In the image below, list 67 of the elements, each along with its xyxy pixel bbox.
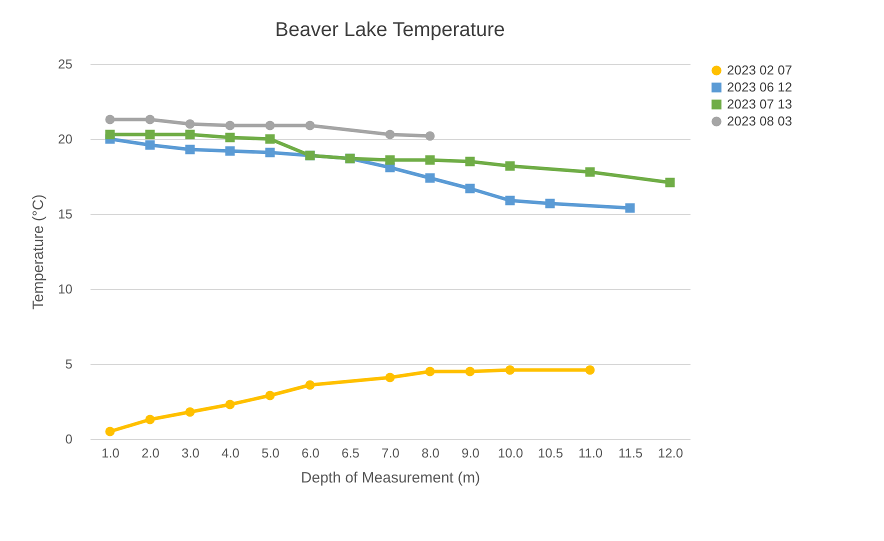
point: [145, 114, 155, 124]
point: [145, 130, 155, 140]
y-axis-title: Temperature (°C): [30, 194, 48, 310]
x-tick-label: 6.5: [341, 446, 360, 460]
x-tick-label: 11.5: [618, 446, 643, 460]
point: [425, 155, 435, 165]
x-tick-label: 10.0: [498, 446, 524, 460]
point: [425, 173, 435, 183]
x-axis-title: Depth of Measurement (m): [300, 470, 480, 486]
point: [265, 134, 275, 144]
point: [465, 184, 475, 194]
point: [105, 426, 115, 436]
point: [185, 130, 195, 140]
point: [185, 119, 195, 129]
point: [265, 390, 275, 400]
point: [185, 144, 195, 154]
x-tick-label: 6.0: [301, 446, 320, 460]
y-tick-label: 10: [58, 282, 72, 296]
legend-label: 2023 06 12: [727, 80, 792, 94]
point: [305, 120, 315, 130]
point: [385, 155, 395, 165]
point: [385, 372, 395, 382]
point: [585, 167, 595, 177]
x-tick-label: 1.0: [101, 446, 120, 460]
point: [625, 203, 635, 213]
point: [185, 407, 195, 417]
point: [105, 130, 115, 140]
x-tick-label: 12.0: [658, 446, 684, 460]
point: [425, 131, 435, 141]
point: [505, 365, 515, 375]
point: [145, 414, 155, 424]
x-tick-label: 8.0: [421, 446, 440, 460]
x-tick-label: 9.0: [461, 446, 480, 460]
y-tick-label: 25: [58, 56, 72, 72]
point: [425, 366, 435, 376]
chart-title: Beaver Lake Temperature: [275, 19, 505, 41]
point: [465, 366, 475, 376]
x-tick-label: 4.0: [221, 446, 240, 460]
point: [385, 130, 395, 140]
x-tick-label: 3.0: [181, 446, 200, 460]
point: [545, 198, 555, 208]
y-tick-label: 5: [65, 356, 72, 372]
point: [225, 120, 235, 130]
x-tick-label: 5.0: [261, 446, 280, 460]
point: [105, 114, 115, 124]
y-tick-label: 15: [58, 206, 72, 222]
point: [225, 132, 235, 142]
legend-label: 2023 08 03: [727, 114, 792, 128]
y-tick-label: 20: [58, 132, 72, 146]
point: [465, 156, 475, 166]
x-tick-label: 10.5: [538, 446, 564, 460]
point: [225, 146, 235, 156]
point: [265, 120, 275, 130]
x-tick-label: 11.0: [578, 446, 603, 460]
point: [305, 380, 315, 390]
point: [265, 148, 275, 158]
y-tick-label: 0: [65, 432, 72, 446]
point: [505, 161, 515, 171]
legend-label: 2023 07 13: [727, 96, 792, 112]
point: [225, 400, 235, 410]
x-tick-label: 7.0: [381, 446, 400, 460]
legend-label: 2023 02 07: [727, 62, 792, 78]
point: [145, 140, 155, 150]
point: [585, 365, 595, 375]
point: [665, 178, 675, 188]
point: [505, 196, 515, 206]
x-tick-label: 2.0: [141, 446, 160, 460]
